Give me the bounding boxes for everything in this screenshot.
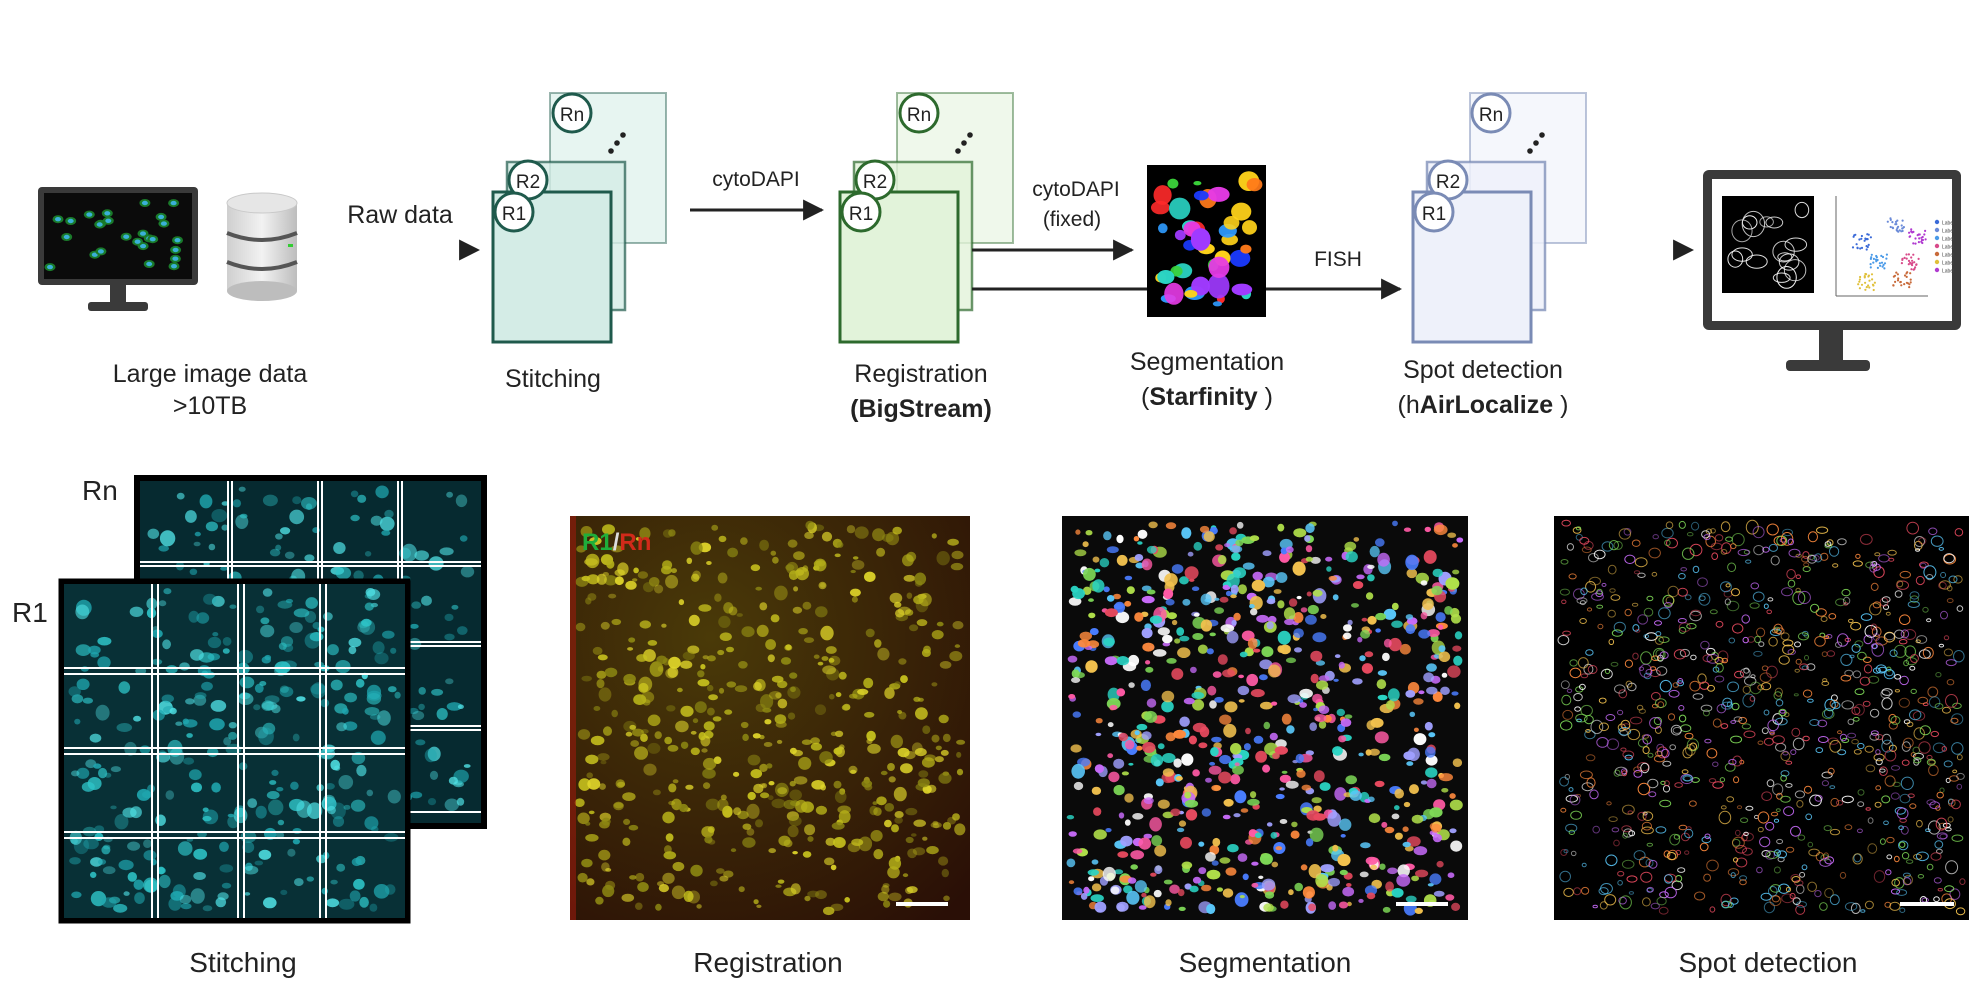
spot-detection-caption: Spot detection [1678,947,1857,978]
spot-tool-close: ) [1553,391,1568,419]
legend-item: Label [1942,253,1954,259]
reg-frame-rn: Rn [907,105,931,126]
legend-dot [1934,243,1940,249]
stitch-round-r1: R1 [12,597,48,628]
spot-detection-panel [1554,516,1969,920]
spot-detection-label: Spot detection [1403,356,1563,384]
legend-dot [1934,235,1940,241]
registration-stack: Rn R2 R1 [838,92,1014,344]
stitching-stack: Rn R2 R1 [491,92,667,344]
overlay-r1: R1 [582,529,613,556]
stitch-frame-rn: Rn [560,105,584,126]
legend-item: Label [1942,237,1954,243]
legend-dot [1934,227,1940,233]
registration-panel [570,516,970,920]
spot-tool-line: (hAirLocalize ) [1398,391,1569,419]
registration-caption: Registration [693,947,842,978]
overlay-rn: Rn [619,529,651,556]
spot-tool-open: (h [1398,391,1420,419]
registration-tool: (BigStream) [850,395,992,423]
segmentation-label: Segmentation [1130,348,1284,376]
segmentation-caption: Segmentation [1179,947,1352,978]
input-monitor-icon [38,187,198,311]
legend-dot [1934,267,1940,273]
overlay-sep: / [613,529,620,556]
legend-item: Label [1942,221,1954,227]
stitch-round-rn: Rn [82,475,118,506]
stitching-caption: Stitching [189,947,296,978]
legend-dot [1934,251,1940,257]
output-monitor-icon: Label Label Label Label Label Label Label [1703,170,1961,371]
database-icon [226,192,298,301]
reg-frame-r2: R2 [863,172,887,193]
cytodapi-fixed-label-1: cytoDAPI [1032,178,1120,201]
legend-item: Label [1942,245,1954,251]
registration-overlay-label: R1/Rn [582,529,651,556]
spot-frame-r2: R2 [1436,172,1460,193]
spot-tool-name: AirLocalize [1420,391,1553,419]
fish-label: FISH [1314,248,1362,271]
seg-tool-name: Starfinity [1149,383,1257,411]
stitching-panel [58,475,487,924]
legend-dot [1934,219,1940,225]
segmentation-tool-line: (Starfinity ) [1141,383,1273,411]
stitch-frame-r1: R1 [502,204,526,225]
legend-dot [1934,259,1940,265]
raw-data-label: Raw data [347,201,453,229]
cytodapi-label: cytoDAPI [712,168,800,191]
registration-label: Registration [854,360,987,388]
seg-tool-open: ( [1141,383,1150,411]
stitch-frame-r2: R2 [516,172,540,193]
input-label-line1: Large image data [113,360,308,388]
stitching-label: Stitching [505,365,601,393]
spot-frame-rn: Rn [1479,105,1503,126]
spot-frame-r1: R1 [1422,204,1446,225]
input-label-line2: >10TB [173,392,247,420]
reg-frame-r1: R1 [849,204,873,225]
spot-detection-stack: Rn R2 R1 [1411,92,1587,344]
segmentation-thumbnail [1147,165,1266,317]
segmentation-panel [1062,516,1468,920]
cytodapi-fixed-label-2: (fixed) [1043,208,1101,231]
legend-item: Label [1942,269,1954,275]
seg-tool-close: ) [1258,383,1273,411]
legend-item: Label [1942,229,1954,235]
legend-item: Label [1942,261,1954,267]
